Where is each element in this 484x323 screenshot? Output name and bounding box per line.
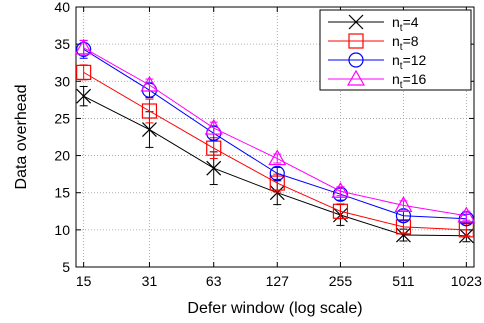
y-tick-label: 5 — [62, 259, 70, 275]
legend-label-main: n — [392, 14, 400, 30]
legend-label-subscript: t — [400, 80, 403, 91]
x-tick-label: 63 — [206, 273, 222, 289]
data-point — [204, 118, 223, 135]
x-tick-label: 15 — [76, 273, 92, 289]
data-point — [394, 196, 413, 212]
data-point — [206, 160, 222, 176]
legend-label: nt=12 — [392, 52, 427, 72]
data-point — [74, 38, 93, 55]
x-tick-label: 31 — [142, 273, 158, 289]
legend-label-value: =16 — [403, 71, 427, 87]
legend-label-main: n — [392, 71, 400, 87]
data-point — [142, 122, 157, 137]
x-tick-label: 255 — [329, 273, 353, 289]
legend-label-value: =4 — [403, 14, 419, 30]
marker-stroke — [206, 160, 222, 176]
data-point — [76, 64, 92, 80]
series-1 — [76, 64, 474, 238]
legend-marker — [346, 69, 366, 86]
data-point — [141, 103, 158, 119]
data-point — [268, 149, 287, 166]
legend-box — [319, 9, 472, 91]
data-point — [396, 227, 411, 243]
legend-label: nt=4 — [392, 14, 419, 34]
y-tick-label: 10 — [54, 222, 70, 238]
x-tick-label: 511 — [392, 273, 415, 289]
marker-stroke — [269, 185, 285, 201]
plot-frame — [75, 6, 475, 268]
y-tick-label: 25 — [54, 110, 70, 126]
data-point — [269, 165, 285, 181]
data-point — [332, 203, 349, 219]
y-axis-label: Data overhead — [13, 85, 30, 190]
x-tick-label: 127 — [266, 273, 290, 289]
legend-marker — [348, 52, 364, 68]
legend-label-subscript: t — [400, 23, 403, 34]
legend-label-subscript: t — [400, 42, 403, 53]
marker-stroke — [396, 227, 411, 243]
y-tick-label: 35 — [54, 36, 70, 52]
data-point — [269, 185, 285, 201]
y-tick-label: 30 — [54, 73, 70, 89]
legend-label-value: =8 — [403, 33, 419, 49]
series-line — [83, 95, 467, 237]
x-axis-label: Defer window (log scale) — [187, 300, 362, 317]
marker-stroke — [348, 14, 364, 30]
axis-ticks: 5 10 15 20 25 30 35 40 15 31 63 127 255 511 1023 — [54, 0, 482, 289]
legend-label-main: n — [392, 52, 400, 68]
y-tick-label: 15 — [54, 185, 70, 201]
legend-label: nt=16 — [392, 71, 427, 91]
legend-marker — [348, 14, 364, 30]
legend-label: nt=8 — [392, 33, 419, 53]
marker-stroke — [142, 122, 157, 137]
legend-marker — [348, 33, 364, 49]
data-point — [76, 88, 92, 104]
x-tick-label: 1023 — [451, 273, 482, 289]
legend-label-subscript: t — [400, 61, 403, 72]
legend-label-value: =12 — [403, 52, 427, 68]
series-3 — [74, 38, 476, 223]
data-point — [140, 75, 159, 92]
data-point — [331, 182, 350, 198]
y-tick-label: 40 — [54, 0, 70, 15]
marker-stroke — [76, 88, 92, 104]
series-group — [74, 38, 476, 244]
data-point — [457, 206, 476, 223]
legend-label-main: n — [392, 33, 400, 49]
y-tick-label: 20 — [54, 148, 70, 164]
